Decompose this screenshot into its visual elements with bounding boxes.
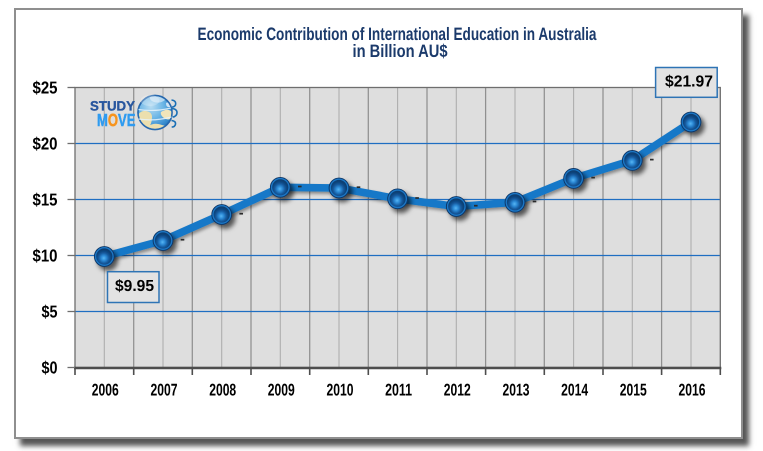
- svg-text:$15: $15: [33, 190, 58, 210]
- svg-text:$9.95: $9.95: [115, 278, 154, 295]
- svg-text:$5: $5: [42, 302, 58, 322]
- svg-text:Economic Contribution of Inter: Economic Contribution of International E…: [198, 24, 598, 44]
- svg-text:STUDY: STUDY: [90, 99, 135, 114]
- svg-text:2010: 2010: [327, 381, 354, 400]
- svg-text:$10: $10: [33, 246, 58, 266]
- svg-text:2007: 2007: [151, 381, 178, 400]
- svg-text:2011: 2011: [385, 381, 412, 400]
- svg-text:$20: $20: [33, 134, 58, 154]
- svg-text:2009: 2009: [268, 381, 295, 400]
- svg-text:2013: 2013: [503, 381, 530, 400]
- svg-text:$21.97: $21.97: [665, 74, 713, 91]
- svg-text:$0: $0: [42, 358, 58, 378]
- svg-text:2016: 2016: [679, 381, 706, 400]
- svg-text:2006: 2006: [92, 381, 119, 400]
- svg-text:$25: $25: [33, 78, 58, 98]
- svg-text:2015: 2015: [620, 381, 647, 400]
- svg-text:in Billion AU$: in Billion AU$: [353, 41, 448, 61]
- svg-text:2012: 2012: [444, 381, 471, 400]
- svg-text:2008: 2008: [209, 381, 236, 400]
- svg-text:MOVE: MOVE: [97, 110, 136, 130]
- svg-text:2014: 2014: [561, 381, 588, 400]
